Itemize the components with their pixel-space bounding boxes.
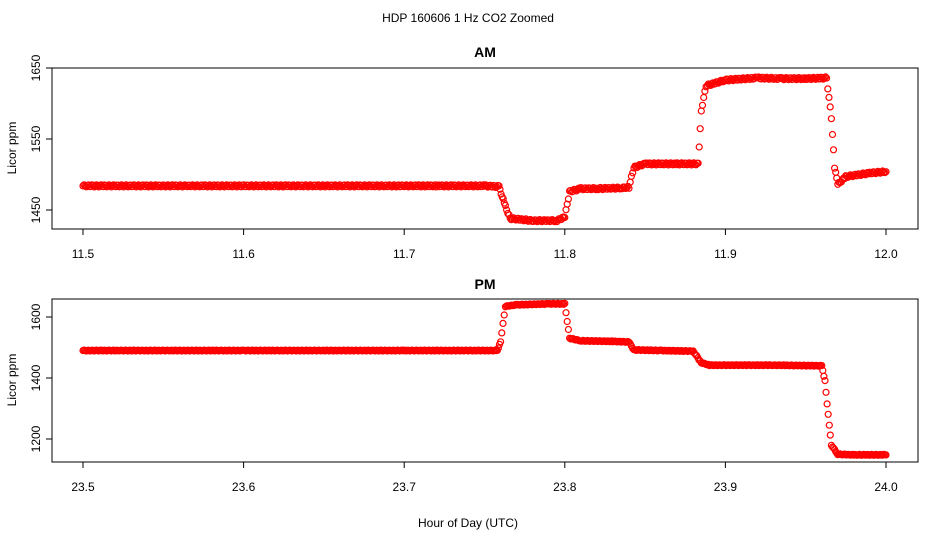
am-y-tick-label: 1450	[29, 196, 43, 223]
am-data-point	[827, 115, 836, 123]
pm-x-tick-label: 24.0	[874, 480, 898, 494]
pm-y-axis: 1200 1400 1600	[29, 303, 53, 452]
am-data-point	[495, 182, 503, 190]
am-x-tick-label: 11.5	[72, 247, 95, 261]
am-y-tick-label: 1550	[29, 125, 43, 152]
pm-data-point	[825, 421, 833, 429]
am-data-point	[695, 143, 703, 151]
pm-y-tick-label: 1200	[29, 425, 43, 452]
pm-data-point	[823, 400, 831, 408]
pm-data-point	[826, 431, 834, 439]
am-data-point	[822, 74, 831, 82]
pm-panel: PM Licor ppm 23.5 23.6 23.7 23.8 23.9 24.0 12…	[5, 276, 919, 494]
pm-data-point	[829, 444, 838, 452]
pm-x-tick-label: 23.6	[232, 480, 256, 494]
am-data-point	[828, 130, 837, 139]
am-panel-title: AM	[474, 44, 496, 60]
pm-data-point	[820, 372, 828, 380]
pm-data-point	[494, 344, 502, 352]
pm-x-tick-label: 23.7	[393, 480, 417, 494]
am-y-tick-label: 1650	[29, 54, 43, 81]
pm-data-point	[499, 319, 507, 327]
am-data-point	[830, 164, 839, 172]
am-x-tick-label: 11.7	[393, 247, 416, 261]
am-data-point	[698, 101, 707, 109]
pm-data-point	[561, 299, 569, 307]
am-data-point	[701, 87, 709, 95]
am-y-axis: 1450 1550 1650	[29, 54, 53, 223]
am-plot-frame	[51, 67, 919, 230]
am-data-point	[820, 74, 829, 82]
am-data-point	[819, 75, 827, 83]
am-x-tick-label: 11.6	[232, 247, 255, 261]
am-data-point	[561, 213, 569, 222]
am-data-point	[694, 159, 702, 167]
pm-data-point	[821, 377, 829, 385]
am-data-point	[627, 172, 636, 180]
am-x-tick-label: 11.9	[714, 247, 737, 261]
am-data-point	[821, 73, 830, 81]
am-data-point	[501, 201, 509, 209]
pm-data-point	[497, 338, 505, 346]
pm-x-axis: 23.5 23.6 23.7 23.8 23.9 24.0	[71, 461, 898, 494]
am-data-point	[826, 103, 834, 111]
pm-data-point	[882, 451, 890, 459]
am-data-point	[697, 107, 705, 115]
pm-data-point	[563, 317, 571, 326]
pm-data-point	[822, 388, 830, 396]
pm-x-tick-label: 23.9	[714, 480, 738, 494]
am-data-point	[696, 125, 704, 133]
figure-title: HDP 160606 1 Hz CO2 Zoomed	[382, 11, 554, 25]
am-x-axis: 11.5 11.6 11.7 11.8 11.9 12.0	[72, 228, 898, 261]
am-data-point	[690, 159, 698, 167]
pm-y-tick-label: 1600	[29, 303, 43, 330]
x-axis-label: Hour of Day (UTC)	[418, 516, 518, 530]
am-x-tick-label: 12.0	[874, 247, 898, 261]
pm-data-point	[818, 362, 826, 370]
pm-data-point	[498, 329, 506, 337]
am-data-point	[700, 93, 708, 102]
am-data-point	[829, 146, 838, 154]
am-data-points	[79, 73, 890, 226]
am-data-point	[496, 185, 504, 193]
pm-data-point	[560, 300, 568, 308]
pm-x-tick-label: 23.8	[553, 480, 577, 494]
am-y-axis-label: Licor ppm	[5, 122, 19, 175]
pm-data-points	[79, 299, 890, 459]
am-panel: AM Licor ppm 11.5 11.6 11.7 11.8 11.9 12.0 14…	[5, 44, 919, 261]
am-data-point	[881, 169, 889, 177]
am-data-point	[824, 85, 832, 93]
pm-x-tick-label: 23.5	[71, 480, 95, 494]
pm-data-point	[500, 311, 508, 319]
pm-data-point	[562, 309, 570, 317]
pm-plot-frame	[51, 298, 919, 463]
am-data-point	[849, 173, 857, 181]
am-data-point	[564, 195, 573, 203]
am-data-point	[825, 93, 833, 102]
am-data-point	[882, 168, 890, 176]
am-x-tick-label: 11.8	[554, 247, 577, 261]
pm-data-point	[564, 325, 573, 334]
pm-y-axis-label: Licor ppm	[5, 354, 19, 407]
am-data-point	[499, 195, 507, 203]
pm-panel-title: PM	[475, 276, 496, 292]
am-data-point	[832, 168, 840, 176]
pm-data-point	[824, 410, 832, 418]
am-data-point	[629, 169, 637, 177]
pm-y-tick-label: 1400	[29, 364, 43, 391]
